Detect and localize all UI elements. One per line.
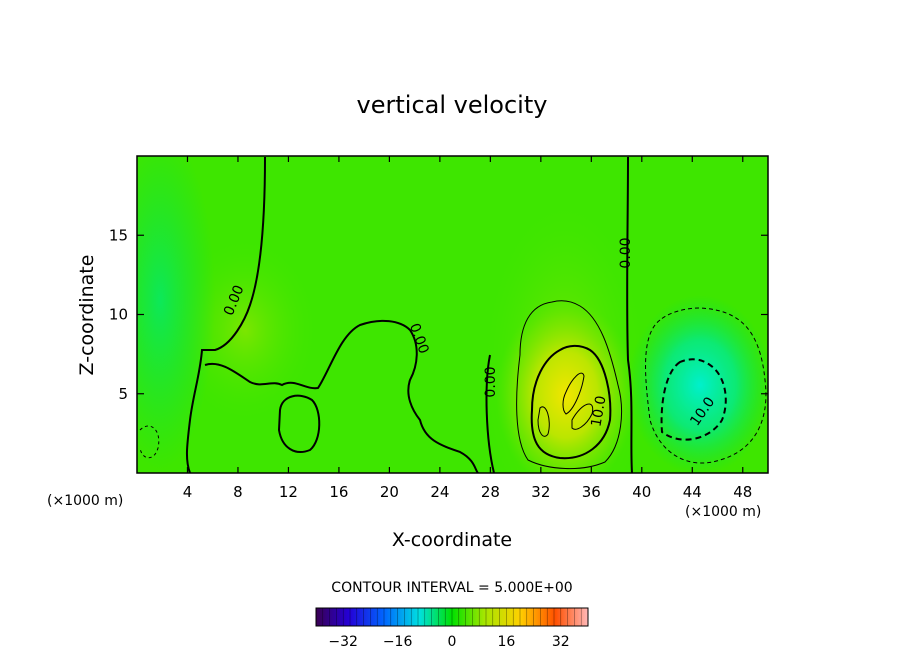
contour-label: 10.0	[588, 395, 609, 428]
colorbar-segments	[315, 608, 589, 626]
colorbar-frame	[315, 607, 589, 627]
colorbar: −32 −16 0 16 32	[315, 607, 589, 650]
colorbar-tick-label: 0	[448, 634, 457, 650]
contour-10-updraft	[530, 344, 612, 460]
x-tick-label: 28	[481, 483, 500, 501]
y-axis: 5 10 15	[109, 226, 768, 403]
x-tick-label: 4	[183, 483, 193, 501]
zero-contour-left	[186, 156, 266, 473]
contour-lines	[139, 156, 767, 473]
x-unit-left: (×1000 m)	[47, 493, 123, 509]
colorbar-tick-label: 32	[552, 634, 570, 650]
plot-area: 0.00 0.00 0.00 0.00 10.0 10.0	[137, 156, 768, 473]
colorbar-tick-label: 16	[497, 634, 515, 650]
y-axis-label: Z-coordinate	[76, 255, 98, 376]
contour-neg10-downdraft	[660, 358, 727, 441]
chart-title: vertical velocity	[357, 91, 548, 119]
zero-contour-middle	[204, 319, 479, 473]
contour-15-a	[562, 372, 585, 415]
contour-15-c	[571, 403, 594, 430]
x-tick-label: 48	[733, 483, 752, 501]
contour-label: 0.00	[483, 366, 499, 397]
zero-contour-updraft	[485, 354, 495, 473]
x-axis-label: X-coordinate	[392, 529, 512, 551]
x-tick-label: 44	[683, 483, 702, 501]
weak-downdraft-left	[137, 156, 215, 470]
x-tick-label: 16	[329, 483, 348, 501]
x-tick-label: 24	[430, 483, 449, 501]
x-tick-label: 20	[380, 483, 399, 501]
x-tick-label: 32	[531, 483, 550, 501]
x-unit-right: (×1000 m)	[685, 504, 761, 520]
contour-neg5-downdraft	[645, 307, 767, 464]
x-tick-label: 36	[582, 483, 601, 501]
zero-contour-ring	[277, 394, 321, 453]
x-tick-label: 40	[632, 483, 651, 501]
x-axis: 4 8 12 16 20 24 28 32 36 40 44 48	[183, 156, 752, 501]
colorbar-tick-label: −32	[328, 634, 358, 650]
colorbar-ticks: −32 −16 0 16 32	[328, 634, 569, 650]
updraft-core	[496, 300, 636, 473]
downdraft-core	[628, 295, 768, 473]
contour-interval-note: CONTOUR INTERVAL = 5.000E+00	[331, 580, 572, 596]
y-tick-label: 15	[109, 226, 128, 244]
contour-15-b	[537, 406, 550, 437]
zero-contour-east	[626, 156, 633, 473]
y-tick-label: 10	[109, 306, 128, 324]
contour-5-updraft	[516, 300, 622, 469]
y-tick-label: 5	[118, 385, 128, 403]
contour-neg-left	[139, 425, 160, 459]
contour-label: 0.00	[618, 237, 634, 268]
colorbar-tick-label: −16	[383, 634, 413, 650]
x-tick-label: 12	[279, 483, 298, 501]
x-tick-label: 8	[233, 483, 243, 501]
